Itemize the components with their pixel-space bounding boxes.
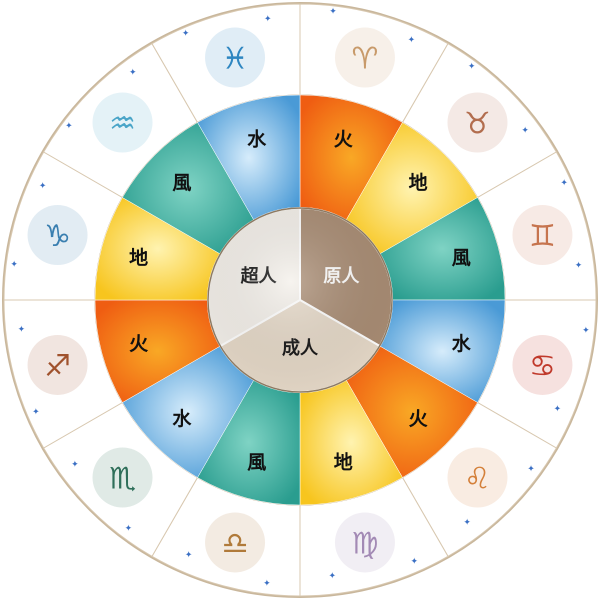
gemini-illustration bbox=[512, 205, 573, 266]
element-label-fire: 火 bbox=[129, 333, 149, 355]
leo-icon: ♌ bbox=[464, 461, 491, 496]
taurus-illustration bbox=[447, 92, 508, 153]
element-label-water: 水 bbox=[452, 333, 472, 355]
star-icon: ✦ bbox=[185, 550, 193, 560]
star-icon: ✦ bbox=[408, 36, 416, 46]
star-icon: ✦ bbox=[10, 260, 18, 270]
element-label-air: 風 bbox=[172, 172, 191, 194]
star-icon: ✦ bbox=[182, 29, 190, 39]
scorpio-icon: ♏ bbox=[109, 461, 136, 496]
virgo-icon: ♍ bbox=[352, 526, 379, 561]
star-icon: ✦ bbox=[527, 465, 535, 475]
taurus-icon: ♉ bbox=[464, 107, 491, 142]
pisces-illustration bbox=[205, 27, 266, 88]
gemini-icon: ♊ bbox=[529, 219, 556, 254]
element-label-fire: 火 bbox=[334, 129, 354, 151]
center-disc-rim bbox=[207, 207, 393, 393]
element-label-earth: 地 bbox=[409, 171, 428, 194]
outer-zodiac-ring: ♈ ✦ ✦ ♉ ✦ ✦ ♊ ✦ ✦ ♋ ✦ ✦ ♌ ✦ ✦ ♍ ✦ ✦ ♎ ✦ ✦ ♏ ✦ ✦ ♐ ✦ ✦ ♑ ✦ ✦ ♒ ✦ ✦ ♓ ✦ ✦ bbox=[3, 3, 597, 597]
element-label-water: 水 bbox=[247, 129, 267, 151]
star-icon: ✦ bbox=[263, 579, 271, 589]
cancer-icon: ♋ bbox=[529, 349, 556, 384]
star-icon: ✦ bbox=[575, 261, 583, 271]
star-icon: ✦ bbox=[18, 325, 26, 335]
element-label-water: 水 bbox=[172, 408, 192, 430]
cancer-illustration bbox=[512, 334, 573, 395]
libra-icon: ♎ bbox=[222, 526, 249, 561]
star-icon: ✦ bbox=[560, 179, 568, 189]
star-icon: ✦ bbox=[39, 182, 47, 192]
star-icon: ✦ bbox=[411, 557, 419, 567]
star-icon: ✦ bbox=[71, 460, 79, 470]
star-icon: ✦ bbox=[328, 572, 336, 582]
star-icon: ✦ bbox=[125, 524, 133, 534]
star-icon: ✦ bbox=[463, 518, 471, 528]
aquarius-illustration bbox=[92, 92, 153, 153]
star-icon: ✦ bbox=[129, 68, 137, 78]
aries-icon: ♈ bbox=[352, 42, 379, 77]
capricorn-icon: ♑ bbox=[44, 219, 71, 254]
element-label-air: 風 bbox=[247, 451, 266, 473]
sagittarius-icon: ♐ bbox=[44, 349, 71, 384]
star-icon: ✦ bbox=[264, 14, 272, 24]
virgo-illustration bbox=[334, 512, 395, 573]
sagittarius-illustration bbox=[27, 334, 88, 395]
star-icon: ✦ bbox=[582, 326, 590, 336]
libra-illustration bbox=[205, 512, 266, 573]
leo-illustration bbox=[447, 447, 508, 508]
star-icon: ✦ bbox=[554, 404, 562, 414]
element-label-air: 風 bbox=[452, 247, 471, 269]
aquarius-icon: ♒ bbox=[109, 107, 136, 142]
aries-illustration bbox=[334, 27, 395, 88]
element-label-earth: 地 bbox=[334, 450, 353, 473]
element-label-fire: 火 bbox=[409, 408, 429, 430]
star-icon: ✦ bbox=[468, 62, 476, 72]
star-icon: ✦ bbox=[329, 7, 337, 17]
star-icon: ✦ bbox=[65, 121, 73, 131]
scorpio-illustration bbox=[92, 447, 153, 508]
star-icon: ✦ bbox=[32, 407, 40, 417]
star-icon: ✦ bbox=[521, 126, 529, 136]
capricorn-illustration bbox=[27, 205, 88, 266]
pisces-icon: ♓ bbox=[222, 42, 249, 77]
element-label-earth: 地 bbox=[129, 246, 148, 269]
